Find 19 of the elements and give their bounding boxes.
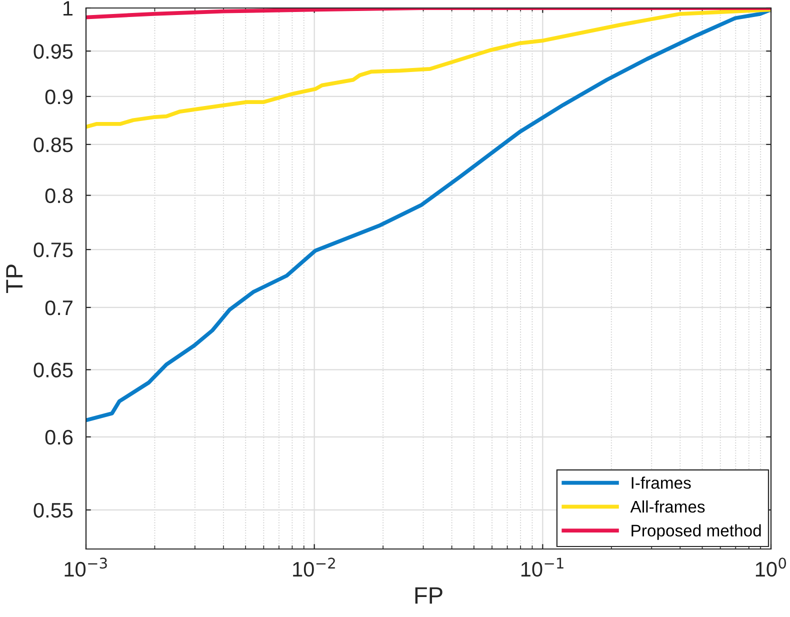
y-tick-label: 0.8 [45,188,73,204]
y-tick-label: 0.55 [34,502,73,518]
y-tick-label: 0.65 [34,362,73,378]
x-tick-label: 10$^{−2}$ [293,558,335,577]
y-tick-label: 0.7 [45,300,72,316]
legend-label: I-frames [632,476,691,489]
y-tick-label: 0.95 [34,44,73,59]
y-tick-label: 0.9 [45,89,73,104]
y-tick-label: 0.75 [34,242,73,258]
y-tick-label: 1 [64,1,72,16]
x-tick-label: 10$^{−1}$ [521,558,564,577]
x-axis-title: FP [415,587,442,604]
x-tick-label: 10$^{0}$ [756,558,786,577]
legend-label: All-frames [630,500,705,513]
y-tick-label: 0.6 [45,430,73,445]
y-tick-label: 0.85 [34,137,73,152]
x-tick-label: 10$^{−3}$ [64,558,107,577]
y-axis-title: TP [6,264,22,294]
legend-label: Proposed method [632,524,761,540]
